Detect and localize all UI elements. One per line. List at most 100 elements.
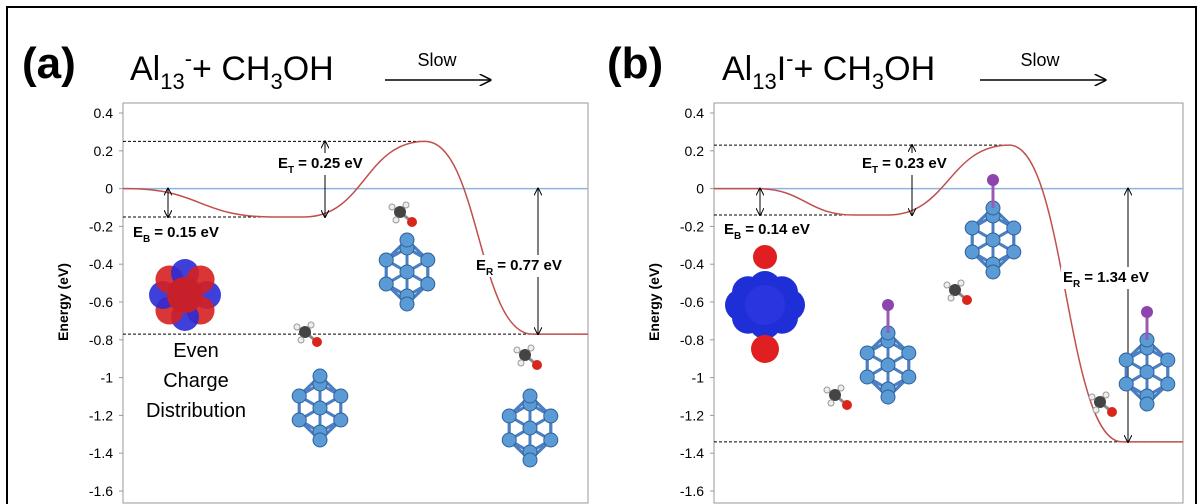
carbon-atom [394, 206, 406, 218]
title-part: OH [283, 50, 334, 88]
title-part: 3 [270, 69, 282, 94]
atom [333, 388, 349, 404]
atom [501, 432, 517, 448]
annotation-symbol: E [476, 257, 486, 274]
title-part: Al [130, 50, 160, 88]
annotation-subscript: B [143, 234, 150, 245]
carbon-atom [519, 349, 531, 361]
y-tick-label: -1 [692, 370, 705, 386]
hydrogen-atom [837, 384, 845, 392]
lobe [753, 245, 777, 269]
hydrogen-atom [1088, 393, 1096, 401]
atom [420, 252, 436, 268]
charge-density-icon [725, 245, 805, 363]
title-part: + CH [192, 50, 270, 88]
iodine-atom [1141, 306, 1153, 318]
lobe [167, 277, 203, 313]
annotation-text: = 0.25 eV [298, 155, 363, 172]
atom [1006, 244, 1022, 260]
atom [543, 408, 559, 424]
atom [964, 244, 980, 260]
title-part: 3 [872, 69, 884, 94]
hydrogen-atom [513, 346, 521, 354]
atom [901, 345, 917, 361]
atom [985, 264, 1001, 280]
atom [1006, 220, 1022, 236]
atom [333, 412, 349, 428]
annotation: EB = 0.15 eV [133, 224, 219, 245]
lobe [745, 285, 785, 325]
annotation-subscript: R [486, 267, 494, 278]
outer-border [6, 6, 1197, 504]
atom [501, 408, 517, 424]
atom [291, 412, 307, 428]
plot-frame [713, 102, 1184, 504]
y-tick-label: -0.2 [89, 218, 113, 234]
atom [901, 369, 917, 385]
oxygen-atom [962, 295, 972, 305]
atom [399, 296, 415, 312]
atom [880, 357, 896, 373]
y-tick-label: -1.4 [680, 445, 704, 461]
hydrogen-atom [527, 344, 535, 352]
cluster-icon [291, 321, 349, 448]
hydrogen-atom [293, 323, 301, 331]
title-part: OH [884, 50, 935, 88]
atom [1139, 364, 1155, 380]
atom [1160, 352, 1176, 368]
annotation-subscript: R [1073, 279, 1081, 290]
carbon-atom [299, 326, 311, 338]
y-tick-label: -1.4 [89, 445, 113, 461]
iodine-atom [987, 174, 999, 186]
annotation-text: = 0.77 eV [497, 257, 562, 274]
annotation-symbol: E [862, 155, 872, 172]
annotation: ET = 0.25 eV [278, 155, 363, 176]
chart-title: Al13I-+ CH3OH [722, 46, 935, 94]
atom [859, 369, 875, 385]
y-tick-label: -0.8 [89, 332, 113, 348]
annotation-symbol: E [133, 224, 143, 241]
annotation: ET = 0.23 eV [862, 155, 947, 176]
annotation-symbol: E [278, 155, 288, 172]
arrow-label: Slow [1020, 50, 1060, 70]
annotation-background [474, 255, 562, 277]
cluster-icon [823, 299, 917, 410]
atom [522, 388, 538, 404]
atom [399, 264, 415, 280]
hydrogen-atom [957, 279, 965, 287]
atom [312, 432, 328, 448]
hydrogen-atom [402, 201, 410, 209]
y-tick-label: 0.2 [685, 143, 705, 159]
atom [378, 252, 394, 268]
atom [859, 345, 875, 361]
annotation-subscript: T [872, 165, 878, 176]
cluster-icon [1088, 306, 1176, 417]
hydrogen-atom [307, 321, 315, 329]
title-part: 13 [160, 69, 184, 94]
atom [543, 432, 559, 448]
arrow-label: Slow [417, 50, 457, 70]
iodine-atom [882, 299, 894, 311]
y-tick-label: -1.2 [89, 407, 113, 423]
y-tick-label: 0.4 [94, 105, 114, 121]
atom [985, 232, 1001, 248]
atom [291, 388, 307, 404]
annotation: ER = 1.34 eV [1063, 269, 1149, 290]
note-text: Distribution [146, 400, 246, 422]
note-text: Even [173, 340, 219, 362]
hydrogen-atom [827, 399, 835, 407]
annotation-text: = 1.34 eV [1084, 269, 1149, 286]
title-part: I [777, 50, 786, 88]
annotation-background [131, 222, 219, 244]
y-tick-label: -1 [101, 370, 114, 386]
cluster-icon [378, 201, 436, 312]
annotation-text: = 0.14 eV [745, 221, 810, 238]
hydrogen-atom [947, 294, 955, 302]
oxygen-atom [1107, 407, 1117, 417]
annotation-symbol: E [1063, 269, 1073, 286]
atom [312, 400, 328, 416]
y-axis-label: Energy (eV) [55, 263, 71, 341]
y-tick-label: 0.4 [685, 105, 705, 121]
title-part: + CH [794, 50, 872, 88]
